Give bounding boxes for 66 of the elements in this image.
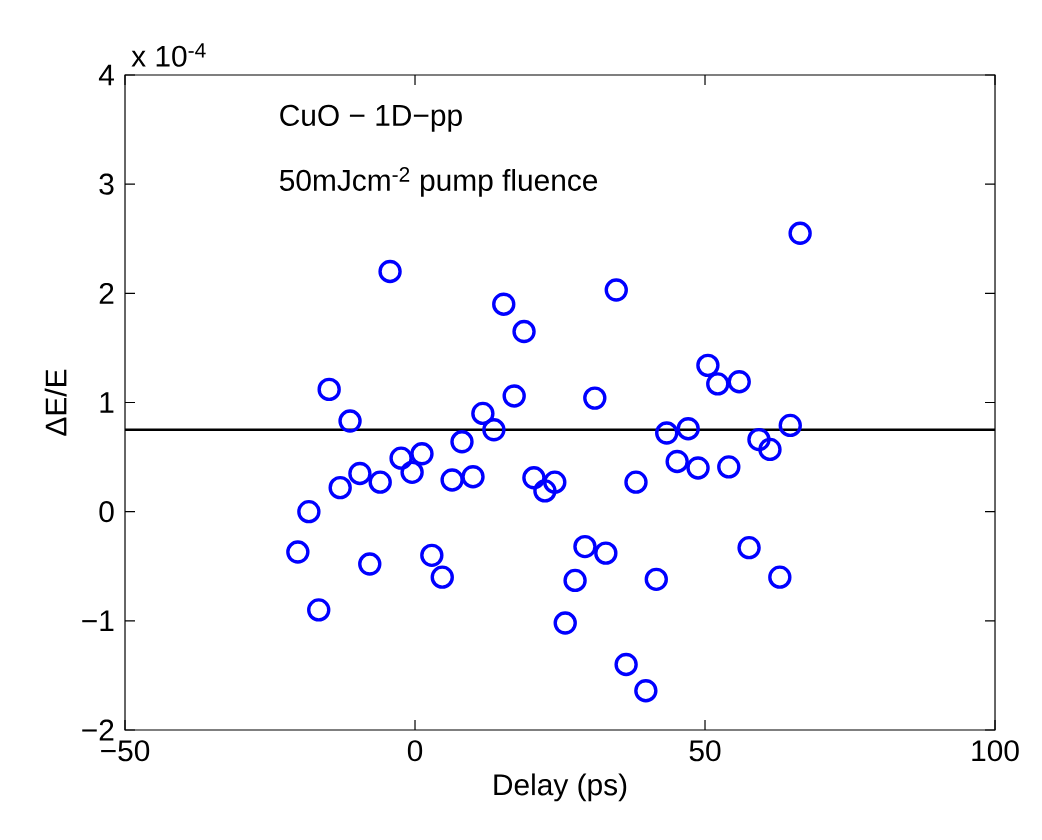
x-tick-label: −50: [101, 740, 150, 762]
point: [440, 468, 464, 492]
point: [788, 221, 812, 245]
point: [348, 461, 372, 486]
point: [634, 678, 658, 703]
x-tick-label: 0: [407, 740, 423, 762]
point: [368, 470, 392, 494]
y-tick-label: 4: [98, 64, 114, 86]
point: [655, 421, 679, 445]
y-tick-label: 0: [99, 501, 114, 523]
y-tick-label: −2: [82, 719, 114, 741]
point: [471, 401, 495, 426]
point: [758, 437, 782, 462]
point: [522, 466, 546, 490]
point: [338, 409, 362, 433]
point: [553, 611, 577, 635]
point: [482, 418, 506, 442]
point: [747, 427, 771, 452]
point: [512, 319, 536, 344]
point: [604, 278, 628, 302]
point: [717, 455, 741, 479]
point: [624, 470, 648, 494]
point: [614, 652, 638, 677]
point: [644, 567, 668, 592]
point: [573, 534, 597, 559]
y-tick-label: 3: [99, 173, 114, 195]
y-tick-label: 2: [99, 282, 114, 304]
point: [533, 479, 557, 503]
x-axis-title: Delay (ps): [494, 773, 627, 802]
annotation: CuO − 1D−pp: [280, 104, 462, 132]
point: [410, 442, 434, 466]
point: [389, 446, 413, 470]
point: [461, 465, 485, 489]
point: [420, 543, 444, 568]
point: [378, 259, 402, 284]
point: [563, 568, 587, 593]
point: [686, 456, 710, 480]
point: [317, 377, 341, 402]
point: [297, 499, 321, 524]
point: [400, 460, 424, 485]
point: [492, 292, 516, 316]
point: [358, 552, 382, 576]
x-tick-label: 100: [972, 740, 1019, 762]
point: [450, 430, 474, 454]
point: [737, 535, 761, 560]
point: [543, 470, 567, 494]
point: [676, 416, 700, 441]
point: [727, 370, 751, 394]
point: [286, 540, 310, 564]
text: x 10$^{-4}$: [131, 43, 206, 67]
y-axis-title: ΔE/E: [44, 369, 67, 436]
point: [502, 384, 526, 408]
point: [768, 565, 792, 589]
point: [706, 372, 730, 396]
point: [430, 565, 454, 589]
x-tick-label: 50: [689, 740, 721, 762]
y-tick-label: −1: [82, 610, 114, 632]
point: [696, 353, 720, 378]
point: [328, 475, 352, 500]
point: [778, 413, 802, 438]
annotation: 50mJcm$^{-2}$ pump fluence: [279, 167, 598, 197]
point: [307, 598, 331, 622]
point: [583, 386, 607, 410]
y-tick-label: 1: [100, 392, 114, 413]
point: [594, 541, 618, 565]
point: [665, 449, 689, 474]
